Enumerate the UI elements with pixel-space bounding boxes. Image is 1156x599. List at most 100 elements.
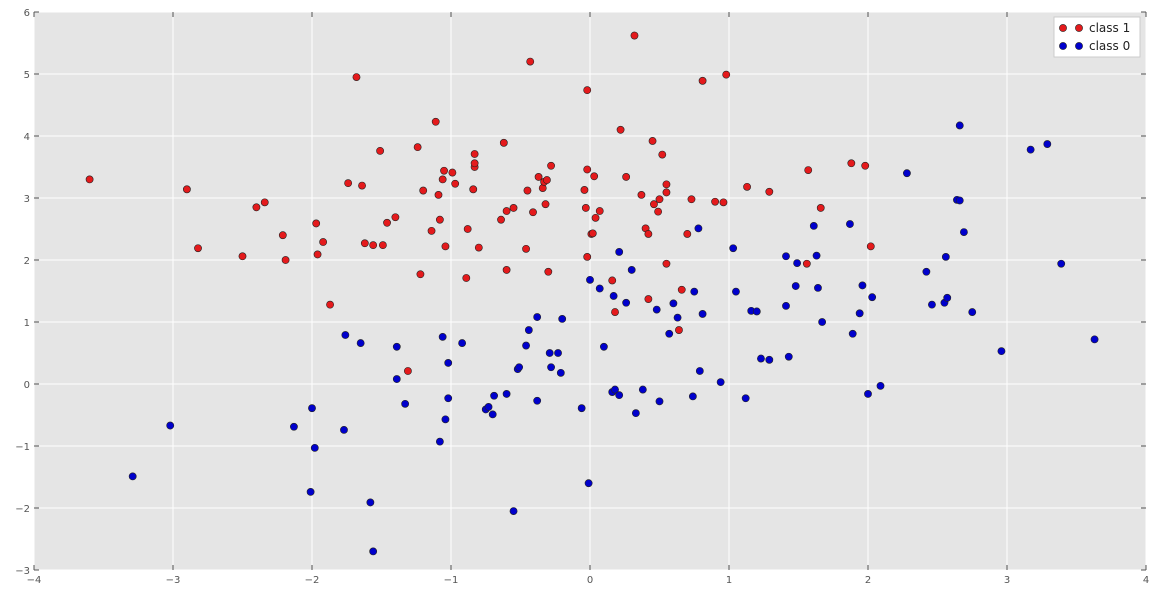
data-point [413,143,422,152]
data-point [369,241,378,250]
data-point [669,299,678,308]
data-point [997,347,1006,356]
data-point [499,138,508,147]
data-point [864,390,872,398]
legend-marker [1059,24,1067,32]
data-point [401,399,410,408]
data-point [448,168,457,177]
data-point [650,200,658,209]
data-point [876,381,885,390]
data-point [595,284,604,293]
data-point [695,367,704,375]
data-point [814,283,822,292]
data-point [366,498,375,507]
data-point [955,196,964,205]
data-point [427,226,436,235]
data-point [698,76,707,85]
data-point [846,220,854,228]
data-point [458,339,467,347]
data-point [711,197,719,206]
data-point [615,391,624,400]
data-point [677,285,686,294]
x-tick-label: 2 [865,575,871,586]
data-point [444,359,453,367]
data-point [611,385,619,394]
data-point [943,293,952,302]
data-point [497,215,505,224]
data-point [194,244,202,253]
data-point [595,207,604,215]
y-tick-label: 6 [24,8,30,19]
data-point [866,242,875,251]
data-point [793,259,802,267]
data-point [238,252,247,261]
data-point [1043,140,1052,148]
data-point [278,231,287,240]
data-point [673,313,682,322]
data-point [782,301,790,310]
data-point [352,73,361,81]
data-point [765,355,774,364]
data-point [577,404,586,413]
x-tick-label: −1 [444,575,459,586]
data-point [652,305,661,314]
data-point [319,238,328,246]
data-point [182,185,191,194]
data-point [341,331,350,339]
x-tick-label: −3 [166,575,181,586]
data-point [533,313,542,321]
legend-marker [1075,24,1083,32]
y-tick-label: 1 [24,318,30,329]
data-point [765,187,774,196]
legend-label: class 1 [1089,21,1130,35]
data-point [281,256,290,264]
data-point [608,276,617,285]
y-tick-label: −3 [15,566,30,577]
data-point [818,318,827,326]
data-point [855,309,864,318]
data-point [630,31,639,40]
data-point [644,295,653,303]
data-point [638,385,647,394]
data-point [260,198,269,207]
data-point [687,195,696,204]
data-point [861,161,870,170]
data-point [928,300,936,309]
data-point [470,150,479,158]
data-point [340,425,348,434]
data-point [515,363,524,372]
data-point [306,487,315,496]
data-point [435,437,444,446]
data-point [609,292,618,300]
data-point [391,213,400,222]
y-tick-label: 2 [24,256,30,267]
data-point [547,363,555,372]
data-point [615,248,624,256]
data-point [356,339,365,347]
data-point [580,186,589,194]
data-point [544,267,553,276]
data-point [529,208,537,217]
data-point [434,190,443,199]
data-point [85,175,94,184]
data-point [523,186,532,195]
data-point [848,329,857,338]
data-point [441,415,450,424]
x-tick-label: −4 [27,575,42,586]
data-point [444,394,453,403]
data-point [858,281,867,290]
data-point [622,298,631,307]
data-point [584,479,593,488]
data-point [166,421,175,430]
data-point [960,228,968,236]
data-point [812,251,821,260]
data-point [809,221,818,230]
data-point [416,270,425,279]
data-point [690,287,699,296]
data-point [392,375,401,383]
legend-label: class 0 [1089,39,1130,53]
data-point [509,204,518,212]
x-tick-label: 4 [1143,575,1149,586]
